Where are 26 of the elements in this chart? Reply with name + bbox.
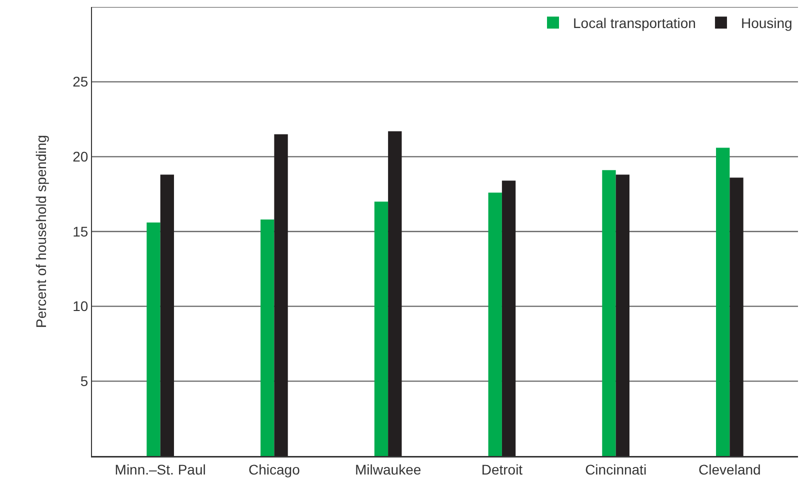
bar <box>488 192 502 456</box>
bar <box>502 180 516 456</box>
x-tick-label: Detroit <box>481 461 523 478</box>
x-tick-label: Cincinnati <box>585 461 647 478</box>
bar <box>160 174 174 456</box>
bar <box>374 202 388 456</box>
bar <box>274 134 288 456</box>
x-tick-label: Minn.–St. Paul <box>114 461 206 478</box>
bar <box>730 178 744 456</box>
bar <box>146 222 160 456</box>
bar <box>388 131 402 456</box>
y-tick-label: 5 <box>80 373 88 390</box>
y-tick-label: 15 <box>72 223 88 240</box>
bar <box>260 220 274 456</box>
x-tick-label: Chicago <box>248 461 300 478</box>
legend-label: Housing <box>740 15 792 32</box>
y-tick-label: 25 <box>72 74 88 90</box>
legend-label: Local transportation <box>573 15 696 32</box>
x-tick-label: Cleveland <box>698 461 761 478</box>
y-tick-label: 10 <box>72 298 88 314</box>
y-axis-title: Percent of household spending <box>33 134 50 328</box>
bar <box>716 148 730 456</box>
bar <box>602 170 616 456</box>
bar <box>616 174 630 456</box>
x-tick-label: Milwaukee <box>354 461 422 478</box>
y-tick-label: 20 <box>72 148 88 165</box>
